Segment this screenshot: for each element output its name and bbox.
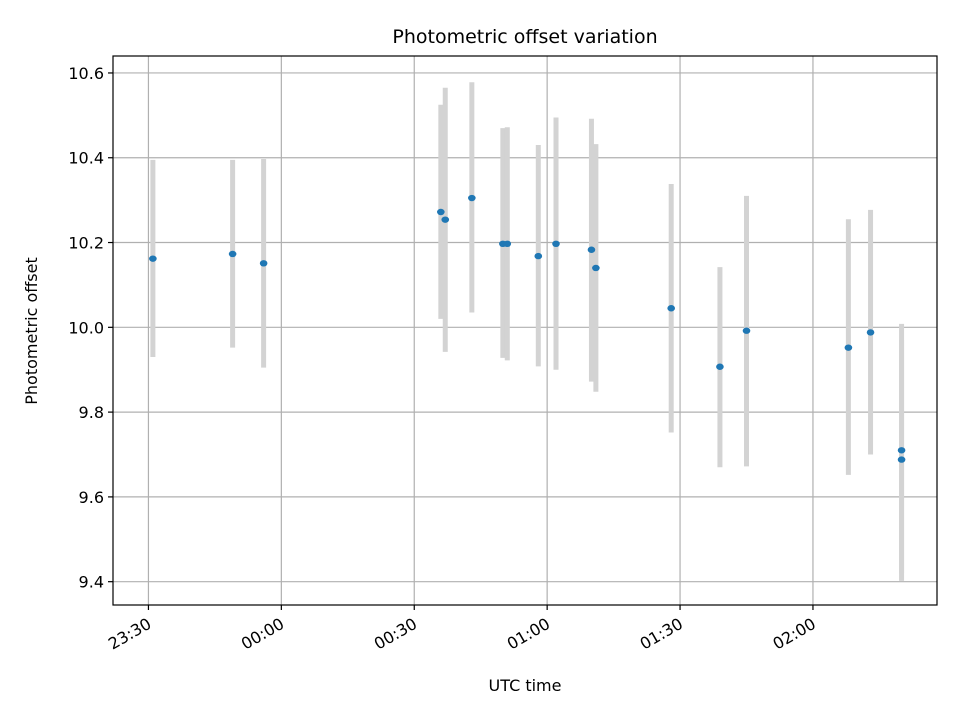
y-tick-label: 9.8 bbox=[79, 403, 104, 422]
data-point bbox=[437, 208, 445, 216]
data-point bbox=[866, 329, 875, 336]
data-point bbox=[441, 216, 450, 223]
y-axis-label: Photometric offset bbox=[22, 257, 41, 405]
y-tick-label: 9.4 bbox=[79, 573, 104, 592]
y-tick-label: 10.2 bbox=[68, 234, 104, 253]
data-point bbox=[149, 255, 157, 262]
data-point bbox=[592, 264, 600, 272]
data-point bbox=[552, 240, 560, 248]
data-point bbox=[468, 194, 476, 202]
data-point bbox=[259, 260, 268, 267]
chart-title: Photometric offset variation bbox=[392, 26, 657, 48]
data-points bbox=[149, 194, 906, 463]
y-tick-label: 10.4 bbox=[68, 149, 104, 168]
y-tick-label: 9.6 bbox=[79, 488, 104, 507]
x-axis-label: UTC time bbox=[489, 676, 562, 695]
plot-area-frame bbox=[112, 55, 938, 606]
data-point bbox=[716, 363, 724, 370]
data-point bbox=[844, 344, 853, 351]
data-point bbox=[667, 305, 675, 312]
data-point bbox=[228, 250, 237, 258]
data-point bbox=[897, 456, 906, 463]
y-tick-label: 10.6 bbox=[68, 64, 104, 83]
y-tick-label: 10.0 bbox=[68, 318, 104, 337]
grid bbox=[113, 56, 937, 605]
data-point bbox=[534, 252, 543, 260]
data-point bbox=[897, 447, 906, 454]
data-point bbox=[587, 246, 596, 253]
data-point bbox=[742, 327, 751, 334]
data-point bbox=[503, 240, 512, 248]
y-axis-ticks: 9.4 9.6 9.8 10.0 10.2 10.4 10.6 bbox=[68, 64, 113, 592]
